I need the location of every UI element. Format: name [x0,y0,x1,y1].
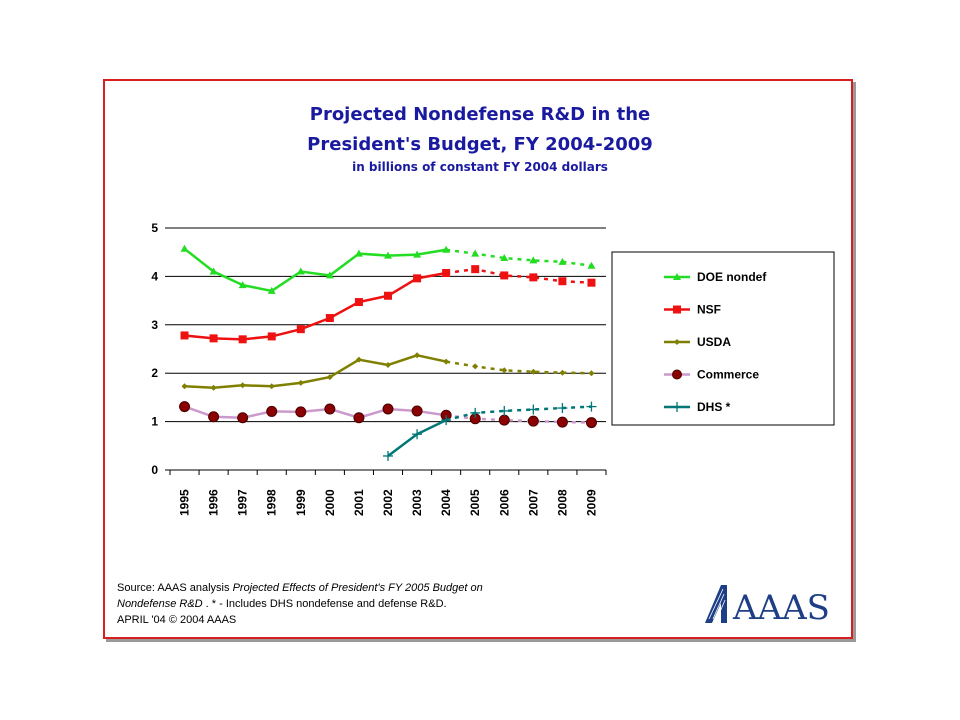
data-point [587,279,595,287]
data-point [269,383,275,389]
data-point [181,331,189,339]
legend-label: NSF [697,303,721,317]
aaas-logo-mark-icon [705,585,727,623]
data-point [297,325,305,333]
legend-label: DOE nondef [697,270,767,284]
data-point [588,370,594,376]
series-doe-nondef [181,245,596,294]
y-tick-label: 3 [151,318,158,332]
x-tick-label: 1998 [265,489,279,516]
series-line-actual [185,407,447,418]
data-point [442,269,450,277]
x-tick-label: 2009 [584,489,598,516]
data-point [326,314,334,322]
data-point [209,412,219,422]
axes: 0 1 2 3 4 5 1995 1996 1997 1998 1999 2000 2001 2002 20… [151,221,606,516]
aaas-logo: AAAS [703,583,843,625]
series-line-projected [446,250,591,266]
data-point [528,405,538,415]
data-point [383,404,393,414]
y-tick-label: 2 [151,366,158,380]
data-point [500,271,508,279]
data-point [239,335,247,343]
x-tick-label: 2000 [323,489,337,516]
legend-label: DHS * [697,400,731,414]
x-tick-label: 1995 [178,489,192,516]
source-prefix: Source: AAAS analysis [117,582,233,594]
legend: DOE nondef NSF USDA Commerce DHS * [612,252,834,425]
data-point [267,406,277,416]
data-point [240,382,246,388]
x-tick-label: 1999 [294,489,308,516]
data-point [355,298,363,306]
data-point [180,402,190,412]
x-tick-label: 2006 [497,489,511,516]
source-report-title-cont: Nondefense R&D [117,598,203,610]
data-point [182,383,188,389]
data-point [586,402,596,412]
x-tick-label: 2004 [439,489,453,516]
data-point [472,363,478,369]
data-point [587,262,595,269]
data-point [499,415,509,425]
source-footnote: . * - Includes DHS nondefense and defens… [203,598,447,610]
series-line-projected [446,362,591,374]
series [180,245,597,461]
data-point [413,274,421,282]
source-note: Source: AAAS analysis Projected Effects … [117,580,483,628]
data-point [471,265,479,273]
data-point [181,245,189,252]
data-point [557,403,567,413]
x-tick-label: 1996 [207,489,221,516]
x-tick-label: 2005 [468,489,482,516]
data-point [499,406,509,416]
x-tick-label: 1997 [236,489,250,516]
x-tick-label: 2002 [381,489,395,516]
legend-label: USDA [697,335,731,349]
data-point [412,406,422,416]
series-line-actual [185,273,447,339]
data-point [354,413,364,423]
data-point [557,417,567,427]
data-point [530,369,536,375]
y-tick-label: 0 [151,463,158,477]
data-point [296,407,306,417]
source-copyright: APRIL '04 © 2004 AAAS [117,612,483,628]
data-point [443,359,449,365]
data-point [501,367,507,373]
data-point [559,370,565,376]
data-point [471,250,479,257]
data-point [211,385,217,391]
data-point [298,380,304,386]
data-point [385,362,391,368]
series-line-actual [185,355,447,387]
source-report-title: Projected Effects of President's FY 2005… [233,582,483,594]
data-point [384,292,392,300]
x-tick-label: 2008 [555,489,569,516]
series-usda [182,352,595,390]
y-tick-label: 1 [151,415,158,429]
data-point [673,306,681,314]
data-point [414,352,420,358]
data-point [528,416,538,426]
data-point [529,273,537,281]
x-tick-label: 2007 [526,489,540,516]
y-tick-label: 5 [151,221,158,235]
x-tick-label: 2003 [410,489,424,516]
legend-label: Commerce [697,368,759,382]
y-tick-label: 4 [151,269,158,283]
data-point [325,404,335,414]
data-point [268,332,276,340]
data-point [673,370,682,379]
data-point [210,334,218,342]
data-point [586,418,596,428]
data-point [238,413,248,423]
aaas-logo-text: AAAS [732,588,830,625]
data-point [558,277,566,285]
x-tick-label: 2001 [352,489,366,516]
